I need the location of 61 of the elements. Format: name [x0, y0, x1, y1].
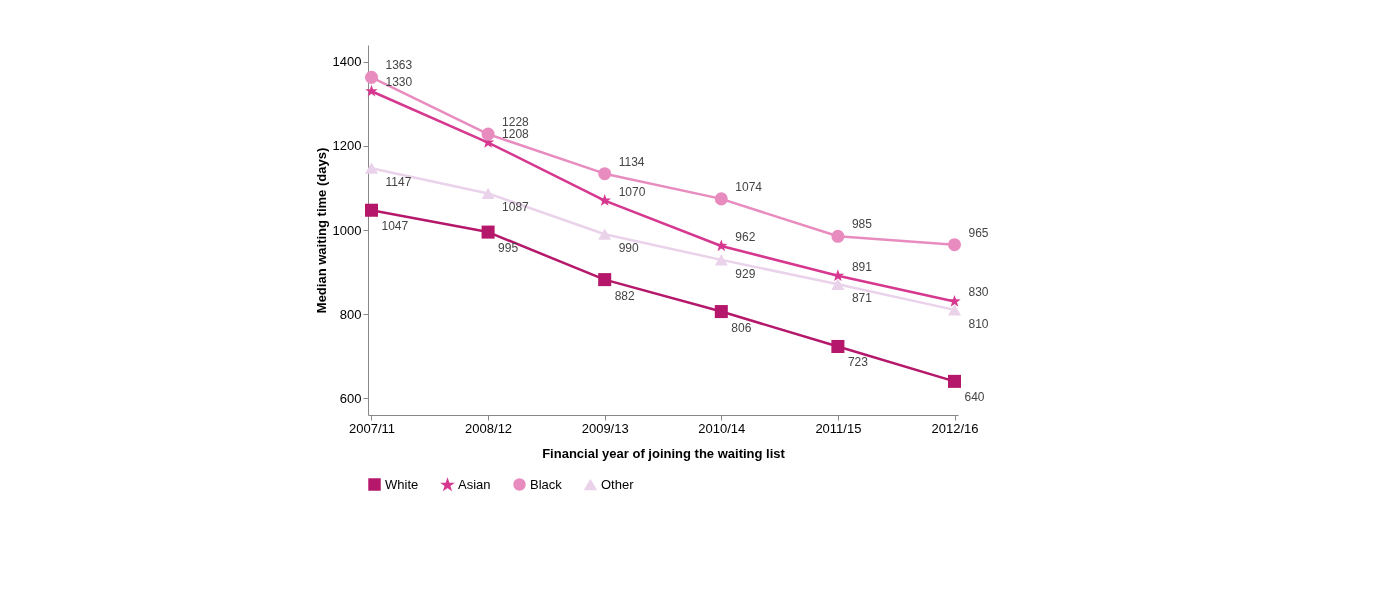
- point: [481, 187, 495, 200]
- point: [714, 192, 728, 206]
- x-tick-label: 2008/12: [465, 420, 513, 436]
- y-tick-label: 800: [339, 306, 362, 322]
- data-label: 1134: [618, 154, 645, 169]
- point: [947, 238, 962, 252]
- x-tick-label: 2009/13: [581, 420, 629, 436]
- point: [481, 225, 495, 239]
- point: [947, 304, 962, 316]
- data-label: 806: [731, 320, 752, 335]
- point: [364, 203, 379, 217]
- x-tick-label: 2011/15: [815, 420, 862, 436]
- data-label: 1047: [381, 219, 409, 234]
- data-label: 929: [735, 266, 756, 281]
- data-label: 1074: [735, 179, 763, 194]
- data-label: 891: [851, 259, 873, 274]
- point: [831, 278, 845, 290]
- x-tick-label: 2010/14: [698, 420, 746, 436]
- point: [481, 127, 495, 141]
- data-label: 810: [968, 316, 989, 331]
- y-tick-label: 1000: [332, 222, 362, 238]
- point: [598, 194, 611, 206]
- data-label: 985: [851, 217, 873, 232]
- data-label: 1330: [385, 75, 413, 90]
- data-label: 1363: [385, 58, 413, 73]
- point: [598, 167, 612, 181]
- legend-label: White: [385, 476, 419, 492]
- legend-label: Other: [601, 476, 635, 492]
- point: [364, 162, 379, 174]
- legend-label: Black: [530, 476, 563, 492]
- y-tick-label: 1200: [332, 138, 362, 154]
- point: [948, 294, 961, 307]
- data-label: 830: [968, 285, 989, 300]
- data-label: 882: [614, 288, 636, 303]
- data-label: 965: [968, 225, 989, 240]
- legend-label: Asian: [458, 477, 491, 493]
- point: [365, 84, 378, 97]
- x-axis-title: Financial year of joining the waiting list: [542, 445, 786, 461]
- point: [715, 239, 728, 252]
- point: [598, 273, 612, 287]
- x-tick-label: 2007/11: [348, 420, 396, 436]
- data-label: 1147: [385, 175, 412, 190]
- point: [831, 269, 845, 282]
- data-label: 640: [964, 390, 985, 405]
- data-label: 723: [847, 355, 869, 370]
- data-label: 1087: [502, 200, 530, 215]
- point: [831, 229, 845, 243]
- data-label: 995: [498, 241, 519, 256]
- data-label: 990: [618, 241, 640, 256]
- x-tick-label: 2012/16: [931, 420, 979, 436]
- point: [364, 70, 379, 84]
- data-label: 1070: [618, 184, 646, 199]
- point: [947, 374, 962, 388]
- y-tick-label: 1400: [332, 54, 362, 70]
- data-label: 962: [735, 229, 756, 244]
- data-label: 871: [851, 291, 873, 306]
- y-axis-title: Median waiting time (days): [313, 147, 329, 314]
- y-tick-label: 600: [339, 390, 362, 406]
- point: [598, 228, 612, 240]
- point: [831, 339, 845, 353]
- point: [714, 305, 728, 319]
